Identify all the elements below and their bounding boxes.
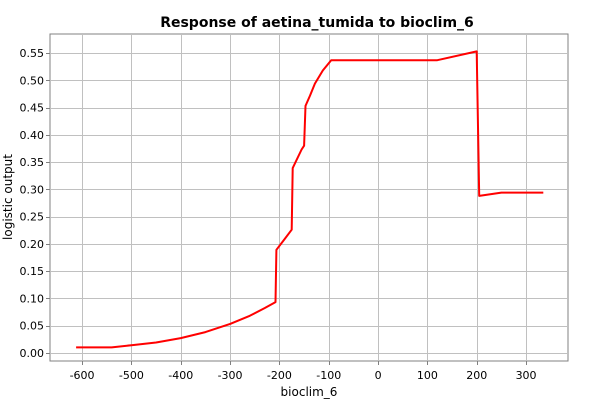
y-tick-label: 0.40 [20, 129, 45, 142]
chart-title: Response of aetina_tumida to bioclim_6 [160, 15, 474, 31]
y-tick-label: 0.15 [20, 265, 45, 278]
y-tick-label: 0.20 [20, 238, 45, 251]
series-layer [76, 50, 544, 349]
x-tick-label: 200 [466, 369, 487, 382]
x-tick-label: -100 [316, 369, 341, 382]
y-tick-label: 0.25 [20, 211, 45, 224]
x-tick-label: -300 [218, 369, 243, 382]
axis-ticks: -600 -500 -400 -300 -200 -100 0 100 200 300 0.00 0.… [20, 47, 537, 382]
grid-lines [50, 34, 568, 361]
x-tick-label: 0 [375, 369, 382, 382]
y-tick-label: 0.55 [20, 47, 45, 60]
y-tick-label: 0.30 [20, 183, 45, 196]
y-tick-label: 0.50 [20, 74, 45, 87]
y-tick-label: 0.05 [20, 320, 45, 333]
response-curve-line [76, 50, 544, 349]
x-axis-label: bioclim_6 [281, 385, 338, 399]
y-tick-label: 0.10 [20, 292, 45, 305]
x-tick-label: -200 [267, 369, 292, 382]
y-tick-label: 0.35 [20, 156, 45, 169]
y-tick-label: 0.00 [20, 347, 45, 360]
x-tick-label: 300 [516, 369, 537, 382]
plot-area [49, 33, 569, 362]
y-axis-label: logistic output [1, 154, 15, 240]
x-tick-label: -500 [119, 369, 144, 382]
x-tick-label: -400 [168, 369, 193, 382]
x-tick-label: 100 [417, 369, 438, 382]
y-tick-label: 0.45 [20, 102, 45, 115]
x-tick-label: -600 [70, 369, 95, 382]
